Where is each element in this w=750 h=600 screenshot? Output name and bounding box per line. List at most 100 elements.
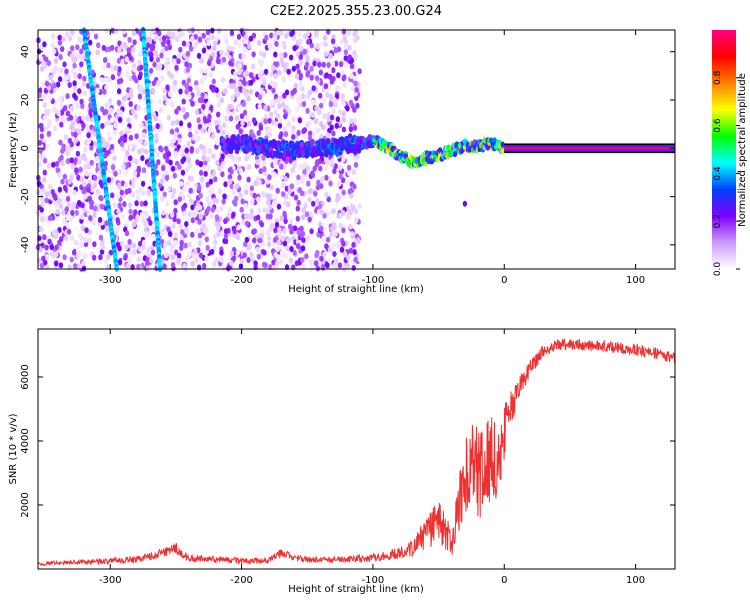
noise-cell [79, 98, 84, 105]
noise-cell [277, 232, 282, 239]
noise-cell [257, 94, 263, 101]
noise-cell [295, 205, 300, 212]
noise-cell [214, 256, 219, 263]
noise-cell [282, 240, 288, 247]
noise-cell [255, 159, 260, 166]
noise-cell [161, 165, 166, 172]
noise-cell [116, 88, 122, 95]
colorbar-ticks: 0.0 0.2 0.4 0.6 0.8 [713, 70, 740, 276]
noise-cell [43, 215, 49, 222]
noise-cell [56, 110, 61, 117]
noise-cell [74, 167, 79, 174]
noise-cell [230, 94, 235, 101]
noise-cell [173, 199, 178, 206]
noise-cell [281, 40, 287, 47]
noise-cell [352, 118, 358, 125]
noise-cell [180, 169, 186, 176]
noise-cell [122, 41, 128, 48]
noise-cell [292, 225, 298, 232]
noise-cell [47, 95, 53, 102]
noise-cell [288, 218, 294, 225]
noise-cell [138, 64, 144, 71]
noise-cell [70, 235, 75, 242]
noise-cell [196, 264, 202, 271]
noise-cell [163, 240, 168, 247]
noise-cell [141, 167, 147, 174]
noise-cell [318, 69, 323, 76]
noise-cell [62, 105, 68, 112]
noise-cell [314, 105, 319, 112]
noise-cell [211, 153, 216, 160]
spectrogram-x-tick-label: -300 [99, 275, 122, 286]
noise-cell [80, 225, 86, 232]
noise-cell [304, 61, 310, 68]
noise-cell [129, 92, 134, 99]
noise-cell [166, 114, 172, 121]
noise-cell [305, 107, 310, 114]
noise-cell [116, 99, 122, 106]
noise-cell [194, 228, 200, 235]
noise-cell [87, 195, 93, 202]
noise-cell [164, 64, 170, 71]
noise-cell [285, 245, 290, 252]
noise-cell [237, 42, 242, 49]
noise-cell [262, 80, 267, 86]
noise-cell [120, 58, 126, 65]
noise-cell [184, 82, 189, 89]
noise-cell [255, 246, 260, 253]
noise-cell [286, 201, 291, 208]
noise-cell [143, 221, 149, 228]
noise-cell [138, 88, 143, 95]
noise-cell [181, 156, 187, 162]
noise-cell [216, 101, 221, 108]
noise-cell [308, 89, 313, 96]
noise-cell [88, 107, 94, 114]
noise-cell [60, 178, 65, 185]
noise-cell [237, 105, 242, 112]
noise-cell [154, 132, 159, 139]
noise-cell [306, 38, 311, 45]
noise-cell [339, 246, 345, 253]
noise-cell [125, 126, 130, 133]
noise-cell [102, 141, 107, 148]
noise-cell [76, 174, 81, 181]
spectrogram-x-tick-label: -200 [230, 275, 253, 286]
noise-cell [136, 256, 142, 263]
noise-cell [258, 168, 263, 175]
noise-cell [187, 62, 193, 69]
noise-cell [65, 74, 71, 81]
noise-cell [301, 207, 306, 214]
noise-cell [113, 64, 119, 71]
noise-cell [223, 88, 228, 95]
noise-cell [46, 162, 52, 169]
noise-cell [47, 215, 53, 222]
noise-cell [173, 232, 179, 239]
noise-cell [284, 89, 290, 96]
noise-cell [206, 205, 211, 212]
noise-cell [164, 170, 169, 177]
noise-cell [320, 175, 325, 182]
noise-cell [318, 102, 324, 109]
noise-cell [325, 92, 330, 98]
noise-cell [194, 80, 199, 87]
noise-cell [52, 87, 57, 94]
noise-cell [140, 147, 145, 154]
noise-cell [155, 56, 161, 63]
noise-cell [65, 150, 70, 157]
noise-cell [250, 198, 255, 205]
noise-cell [106, 177, 112, 183]
noise-cell [243, 202, 248, 209]
noise-cell [266, 198, 271, 205]
noise-cell [179, 245, 184, 251]
noise-cell [138, 138, 143, 145]
noise-cell [185, 66, 191, 73]
noise-cell [157, 30, 162, 37]
noise-cell [232, 228, 237, 235]
noise-cell [303, 202, 308, 209]
noise-cell [145, 265, 150, 272]
noise-cell [269, 32, 274, 39]
noise-cell [333, 47, 338, 54]
noise-cell [185, 255, 190, 261]
noise-cell [67, 188, 72, 195]
noise-cell [217, 165, 222, 172]
